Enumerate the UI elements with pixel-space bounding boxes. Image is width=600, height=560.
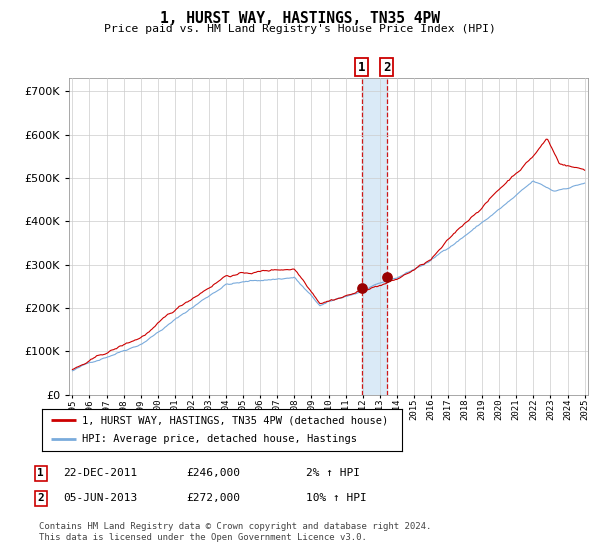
Text: 2% ↑ HPI: 2% ↑ HPI — [306, 468, 360, 478]
Text: £246,000: £246,000 — [186, 468, 240, 478]
Text: 1, HURST WAY, HASTINGS, TN35 4PW (detached house): 1, HURST WAY, HASTINGS, TN35 4PW (detach… — [82, 415, 388, 425]
Text: This data is licensed under the Open Government Licence v3.0.: This data is licensed under the Open Gov… — [39, 533, 367, 542]
Text: 2: 2 — [383, 60, 391, 74]
Text: Price paid vs. HM Land Registry's House Price Index (HPI): Price paid vs. HM Land Registry's House … — [104, 24, 496, 34]
Text: 22-DEC-2011: 22-DEC-2011 — [63, 468, 137, 478]
Point — [382, 272, 392, 281]
Text: 1, HURST WAY, HASTINGS, TN35 4PW: 1, HURST WAY, HASTINGS, TN35 4PW — [160, 11, 440, 26]
Text: 1: 1 — [358, 60, 365, 74]
Text: 05-JUN-2013: 05-JUN-2013 — [63, 493, 137, 503]
Text: 1: 1 — [37, 468, 44, 478]
Text: £272,000: £272,000 — [186, 493, 240, 503]
Text: 2: 2 — [37, 493, 44, 503]
Text: HPI: Average price, detached house, Hastings: HPI: Average price, detached house, Hast… — [82, 435, 356, 445]
Bar — [362, 78, 387, 395]
Text: 10% ↑ HPI: 10% ↑ HPI — [306, 493, 367, 503]
Point — [357, 284, 367, 293]
Text: Contains HM Land Registry data © Crown copyright and database right 2024.: Contains HM Land Registry data © Crown c… — [39, 522, 431, 531]
